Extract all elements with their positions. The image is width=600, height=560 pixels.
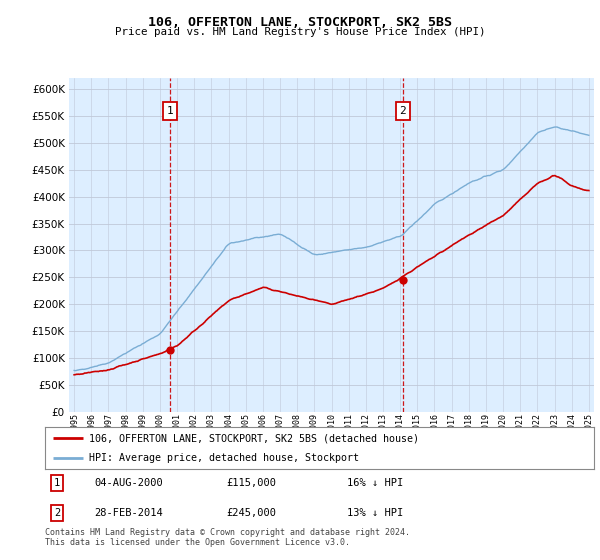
- Text: 2: 2: [54, 508, 60, 518]
- Text: 04-AUG-2000: 04-AUG-2000: [94, 478, 163, 488]
- Text: 1: 1: [167, 106, 173, 116]
- Text: Contains HM Land Registry data © Crown copyright and database right 2024.
This d: Contains HM Land Registry data © Crown c…: [45, 528, 410, 548]
- Text: 106, OFFERTON LANE, STOCKPORT, SK2 5BS (detached house): 106, OFFERTON LANE, STOCKPORT, SK2 5BS (…: [89, 433, 419, 443]
- Text: 16% ↓ HPI: 16% ↓ HPI: [347, 478, 403, 488]
- Text: HPI: Average price, detached house, Stockport: HPI: Average price, detached house, Stoc…: [89, 453, 359, 463]
- Text: 13% ↓ HPI: 13% ↓ HPI: [347, 508, 403, 518]
- Text: Price paid vs. HM Land Registry's House Price Index (HPI): Price paid vs. HM Land Registry's House …: [115, 27, 485, 37]
- Text: 106, OFFERTON LANE, STOCKPORT, SK2 5BS: 106, OFFERTON LANE, STOCKPORT, SK2 5BS: [148, 16, 452, 29]
- Text: £245,000: £245,000: [226, 508, 276, 518]
- Text: 1: 1: [54, 478, 60, 488]
- Text: 28-FEB-2014: 28-FEB-2014: [94, 508, 163, 518]
- Text: £115,000: £115,000: [226, 478, 276, 488]
- Text: 2: 2: [400, 106, 406, 116]
